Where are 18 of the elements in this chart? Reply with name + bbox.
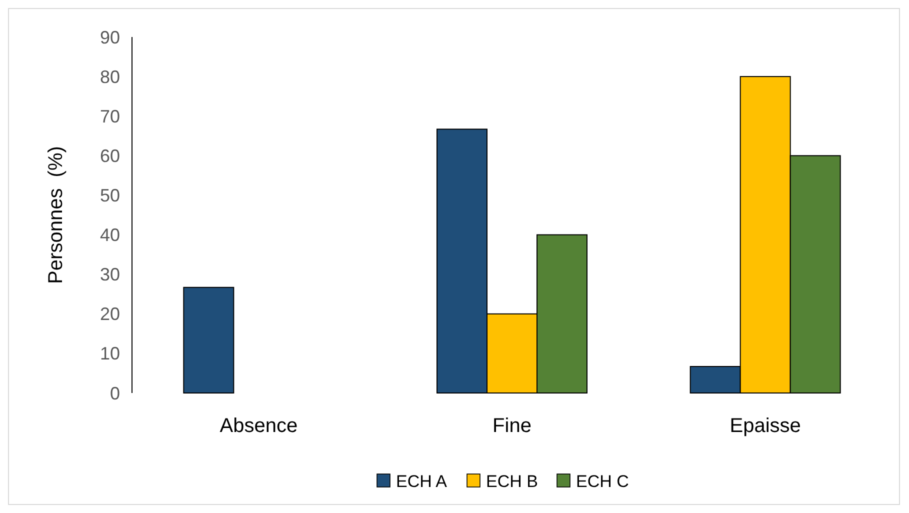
y-tick-label: 20: [100, 304, 120, 324]
y-tick-label: 40: [100, 225, 120, 246]
y-tick-label: 80: [100, 66, 120, 87]
x-tick-label: Fine: [492, 415, 532, 437]
y-tick-label: 10: [100, 344, 120, 364]
y-tick-label: 90: [100, 27, 120, 48]
legend-label: ECH A: [396, 472, 448, 491]
x-tick-label: Absence: [220, 415, 298, 437]
legend-label: ECH B: [486, 472, 538, 491]
y-axis-title: Personnes (%): [45, 146, 67, 284]
y-tick-label: 0: [110, 383, 120, 404]
legend-label: ECH C: [576, 472, 629, 491]
x-tick-label: Epaisse: [730, 415, 801, 437]
bar: [183, 286, 234, 394]
y-tick-label: 60: [100, 146, 120, 166]
y-tick-label: 50: [100, 186, 120, 206]
y-tick-label: 30: [100, 264, 120, 285]
y-tick-label: 70: [100, 106, 120, 126]
